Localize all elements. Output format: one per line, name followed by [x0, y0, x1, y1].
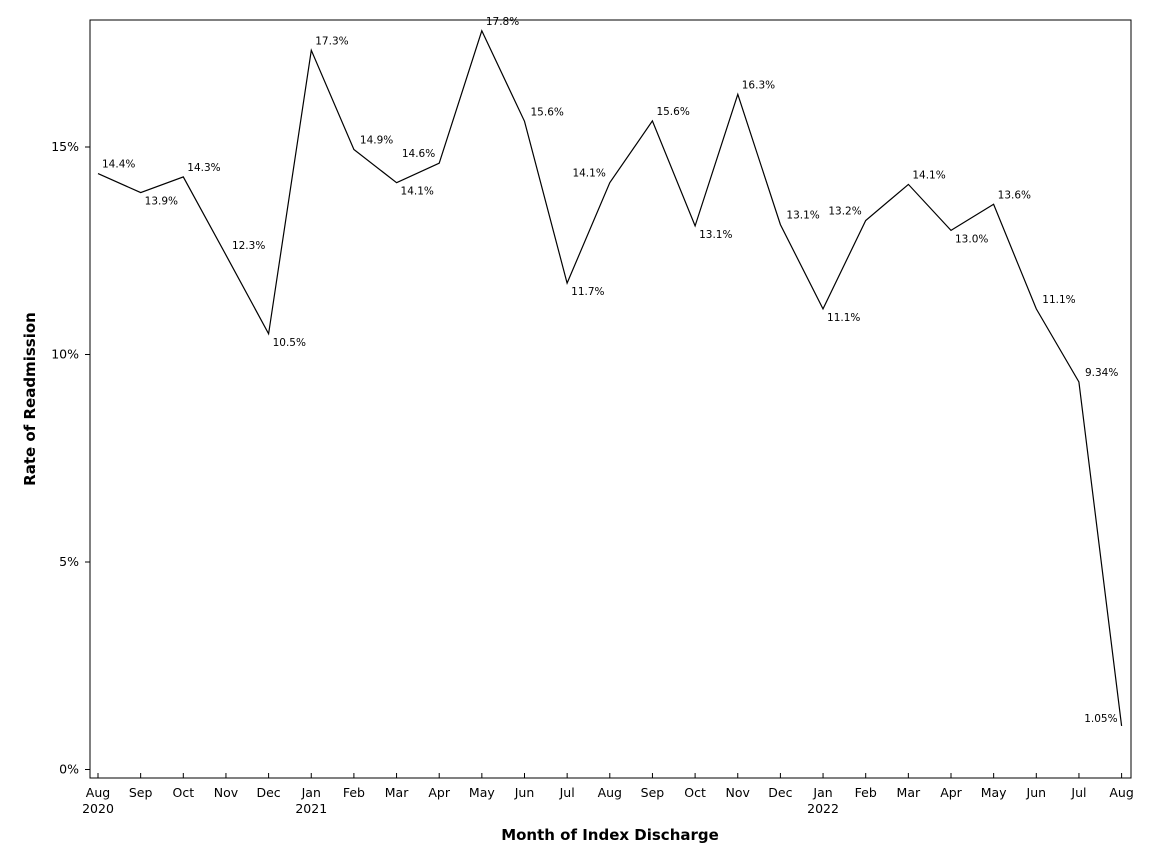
data-label: 9.34%	[1085, 367, 1118, 379]
x-tick-label: Dec	[768, 785, 792, 800]
data-labels: 14.4% 13.9% 14.3% 12.3% 10.5% 17.3% 14.9% 14.1%…	[102, 16, 1118, 725]
data-label: 14.6%	[402, 148, 435, 160]
data-label: 13.0%	[955, 233, 988, 245]
x-year-label: 2021	[295, 801, 327, 816]
x-tick-label: Oct	[684, 785, 706, 800]
x-tick-label: Nov	[214, 785, 239, 800]
data-label: 12.3%	[232, 240, 265, 252]
y-axis-title: Rate of Readmission	[21, 312, 39, 486]
data-label: 11.7%	[571, 286, 604, 298]
data-label: 16.3%	[742, 79, 775, 91]
data-label: 14.3%	[187, 162, 220, 174]
data-label: 14.1%	[401, 186, 434, 198]
x-tick-label: Nov	[726, 785, 751, 800]
x-tick-label: May	[469, 785, 495, 800]
x-tick-label: Sep	[129, 785, 153, 800]
x-tick-label: Jul	[1070, 785, 1086, 800]
x-tick-label: Jul	[559, 785, 575, 800]
x-tick-label: Jun	[514, 785, 535, 800]
data-label: 14.1%	[572, 168, 605, 180]
y-axis: 0% 5% 10% 15%	[51, 139, 90, 777]
data-label: 14.9%	[360, 134, 393, 146]
data-label: 13.1%	[786, 210, 819, 222]
data-label: 13.2%	[828, 205, 861, 217]
x-tick-label: Sep	[641, 785, 665, 800]
y-tick-label: 0%	[59, 762, 79, 777]
plot-frame	[89, 19, 1132, 779]
x-tick-label: Aug	[598, 785, 622, 800]
x-tick-label: Jun	[1026, 785, 1047, 800]
series-line	[97, 29, 1123, 726]
x-axis-title: Month of Index Discharge	[501, 826, 719, 844]
x-year-label: 2022	[807, 801, 839, 816]
x-tick-label: Oct	[172, 785, 194, 800]
data-label: 13.9%	[145, 196, 178, 208]
x-tick-label: May	[981, 785, 1007, 800]
data-label: 11.1%	[827, 312, 860, 324]
x-tick-label: Apr	[940, 785, 962, 800]
x-tick-label: Apr	[428, 785, 450, 800]
data-label: 10.5%	[273, 337, 306, 349]
data-label: 15.6%	[531, 106, 564, 118]
data-label: 14.1%	[912, 169, 945, 181]
data-label: 17.3%	[315, 35, 348, 47]
data-label: 11.1%	[1042, 294, 1075, 306]
x-tick-label: Jan	[301, 785, 321, 800]
x-tick-label: Aug	[86, 785, 110, 800]
data-label: 13.6%	[998, 189, 1031, 201]
y-tick-label: 5%	[59, 554, 79, 569]
data-label: 13.1%	[699, 229, 732, 241]
x-year-label: 2020	[82, 801, 114, 816]
x-tick-label: Aug	[1109, 785, 1133, 800]
data-label: 15.6%	[656, 106, 689, 118]
x-tick-label: Jan	[812, 785, 832, 800]
data-label: 14.4%	[102, 159, 135, 171]
x-tick-label: Mar	[897, 785, 921, 800]
x-tick-label: Dec	[256, 785, 280, 800]
data-label: 17.8%	[486, 16, 519, 28]
x-tick-label: Mar	[385, 785, 409, 800]
data-label: 1.05%	[1084, 713, 1117, 725]
x-tick-label: Feb	[343, 785, 365, 800]
x-tick-label: Feb	[855, 785, 877, 800]
y-tick-label: 15%	[51, 139, 79, 154]
y-tick-label: 10%	[51, 347, 79, 362]
